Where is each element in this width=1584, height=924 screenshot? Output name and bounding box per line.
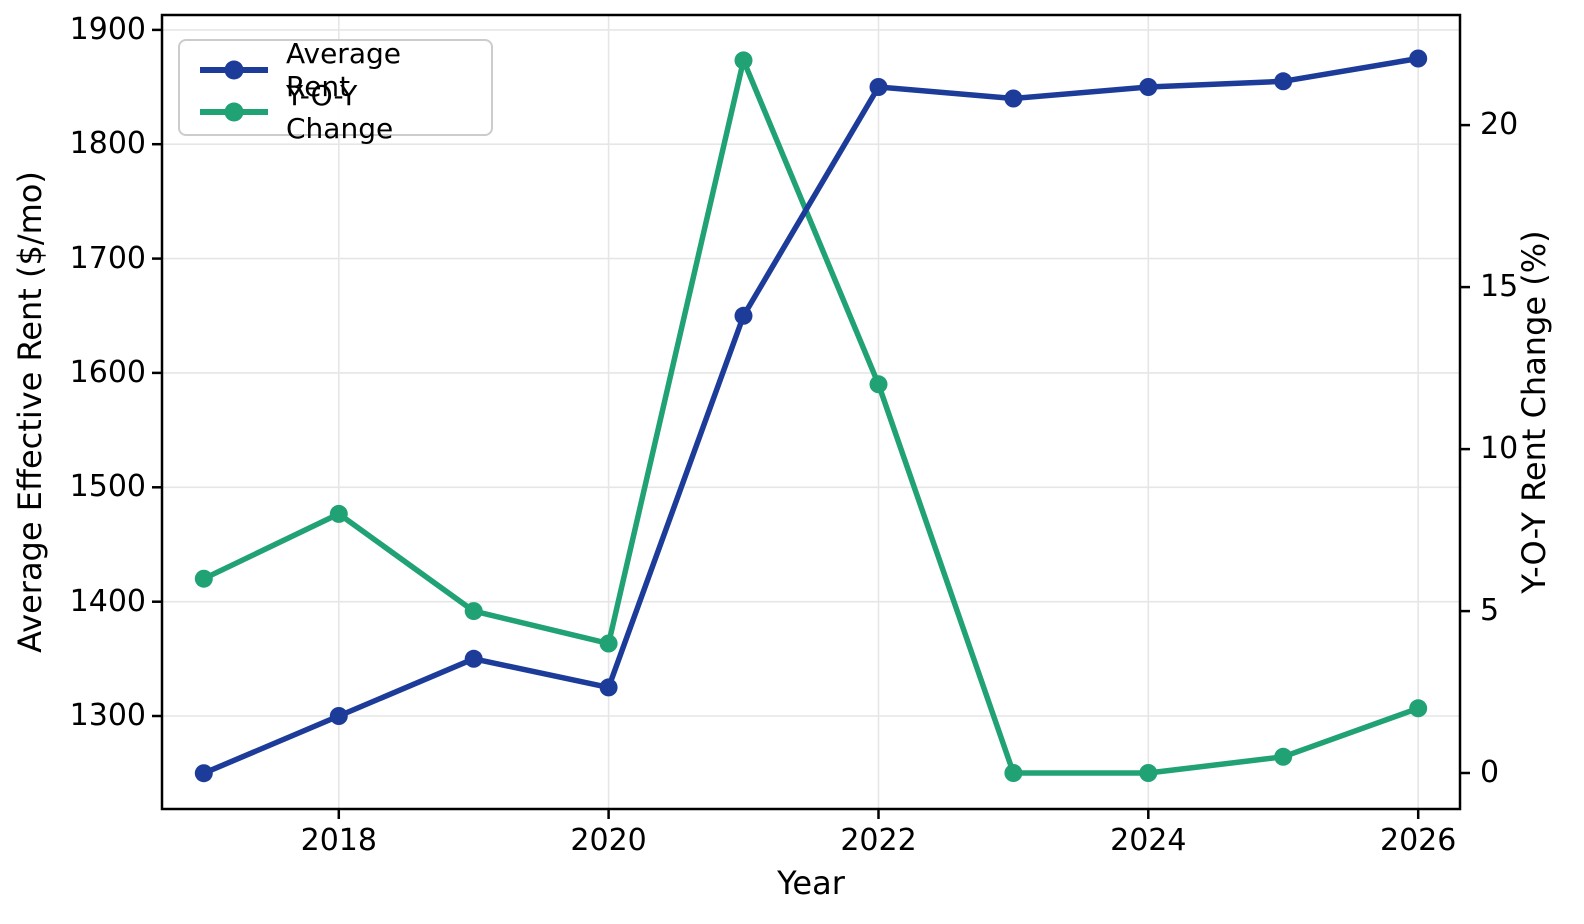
legend-label-yoy-change: Y-O-Y Change xyxy=(286,79,394,145)
data-point-marker xyxy=(734,51,753,70)
data-point-marker xyxy=(464,649,483,668)
data-point-marker xyxy=(869,78,888,96)
y-left-tick-label: 1600 xyxy=(69,354,146,390)
data-point-marker xyxy=(1274,72,1293,91)
y-left-tick-label: 1400 xyxy=(69,583,146,619)
data-point-marker xyxy=(599,634,618,653)
y-right-tick-label: 20 xyxy=(1480,107,1519,143)
data-point-marker xyxy=(1004,89,1023,108)
data-point-marker xyxy=(1274,747,1293,766)
data-point-marker xyxy=(1409,699,1428,718)
x-tick-label: 2018 xyxy=(300,823,377,858)
data-point-marker xyxy=(194,569,213,588)
data-point-marker xyxy=(599,678,618,697)
y-right-tick-label: 0 xyxy=(1480,755,1500,790)
y-left-tick-label: 1800 xyxy=(69,126,146,162)
data-point-marker xyxy=(1139,78,1158,96)
y-axis-label-right: Y-O-Y Rent Change (%) xyxy=(1515,230,1553,594)
legend-swatch-average-rent-icon xyxy=(200,60,268,80)
legend-swatch-yoy-change-icon xyxy=(200,102,268,122)
legend-item-average-rent: Average Rent xyxy=(198,37,473,103)
data-point-marker xyxy=(1409,49,1428,68)
x-axis-label: Year xyxy=(777,864,845,902)
plot-border xyxy=(160,13,1462,811)
x-tick-label: 2020 xyxy=(570,823,647,858)
y-left-tick-label: 1500 xyxy=(69,469,146,505)
data-point-marker xyxy=(1139,764,1158,782)
x-tick-label: 2022 xyxy=(840,823,917,858)
legend-item-yoy-change: Y-O-Y Change xyxy=(198,79,473,145)
y-axis-label-left: Average Effective Rent ($/mo) xyxy=(11,171,49,653)
data-point-marker xyxy=(869,375,888,394)
data-point-marker xyxy=(194,764,213,783)
series-line-0 xyxy=(201,55,1421,776)
y-left-tick-label: 1300 xyxy=(69,698,146,733)
legend-label-average-rent: Average Rent xyxy=(286,37,401,103)
data-point-marker xyxy=(329,707,348,725)
data-point-marker xyxy=(734,306,753,325)
data-point-marker xyxy=(1004,764,1023,782)
y-right-tick-label: 15 xyxy=(1480,269,1519,305)
y-right-tick-label: 5 xyxy=(1480,593,1500,629)
series-line-1 xyxy=(201,57,1421,776)
legend: Average Rent Y-O-Y Change xyxy=(178,37,493,145)
x-tick-label: 2024 xyxy=(1110,823,1187,858)
y-left-tick-label: 1700 xyxy=(69,240,146,276)
data-point-marker xyxy=(329,504,348,523)
data-point-marker xyxy=(464,602,483,621)
y-right-tick-label: 10 xyxy=(1480,431,1519,467)
y-left-tick-label: 1900 xyxy=(69,11,146,47)
x-tick-label: 2026 xyxy=(1380,823,1457,858)
